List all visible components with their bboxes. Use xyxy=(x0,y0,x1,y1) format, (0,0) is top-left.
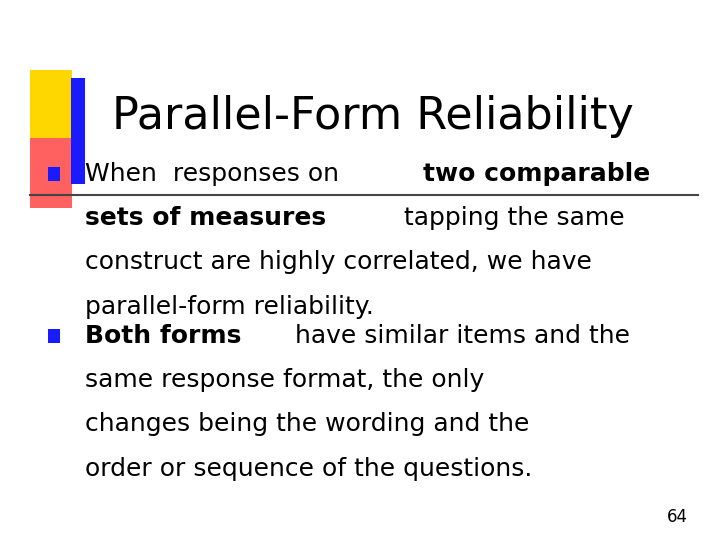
Text: sets of measures: sets of measures xyxy=(85,206,326,230)
Bar xyxy=(30,70,72,140)
Bar xyxy=(48,167,60,181)
Text: parallel-form reliability.: parallel-form reliability. xyxy=(85,295,374,319)
Text: 64: 64 xyxy=(667,509,688,526)
Text: Both forms: Both forms xyxy=(85,324,241,348)
Text: Parallel-Form Reliability: Parallel-Form Reliability xyxy=(112,94,634,138)
Text: order or sequence of the questions.: order or sequence of the questions. xyxy=(85,457,532,481)
Bar xyxy=(48,329,60,343)
Text: same response format, the only: same response format, the only xyxy=(85,368,485,392)
Text: construct are highly correlated, we have: construct are highly correlated, we have xyxy=(85,251,592,274)
Text: tapping the same: tapping the same xyxy=(396,206,625,230)
Text: changes being the wording and the: changes being the wording and the xyxy=(85,413,529,436)
Bar xyxy=(30,138,72,208)
Text: have similar items and the: have similar items and the xyxy=(287,324,630,348)
Text: When  responses on: When responses on xyxy=(85,162,347,186)
Bar xyxy=(71,78,85,184)
Text: two comparable: two comparable xyxy=(423,162,650,186)
